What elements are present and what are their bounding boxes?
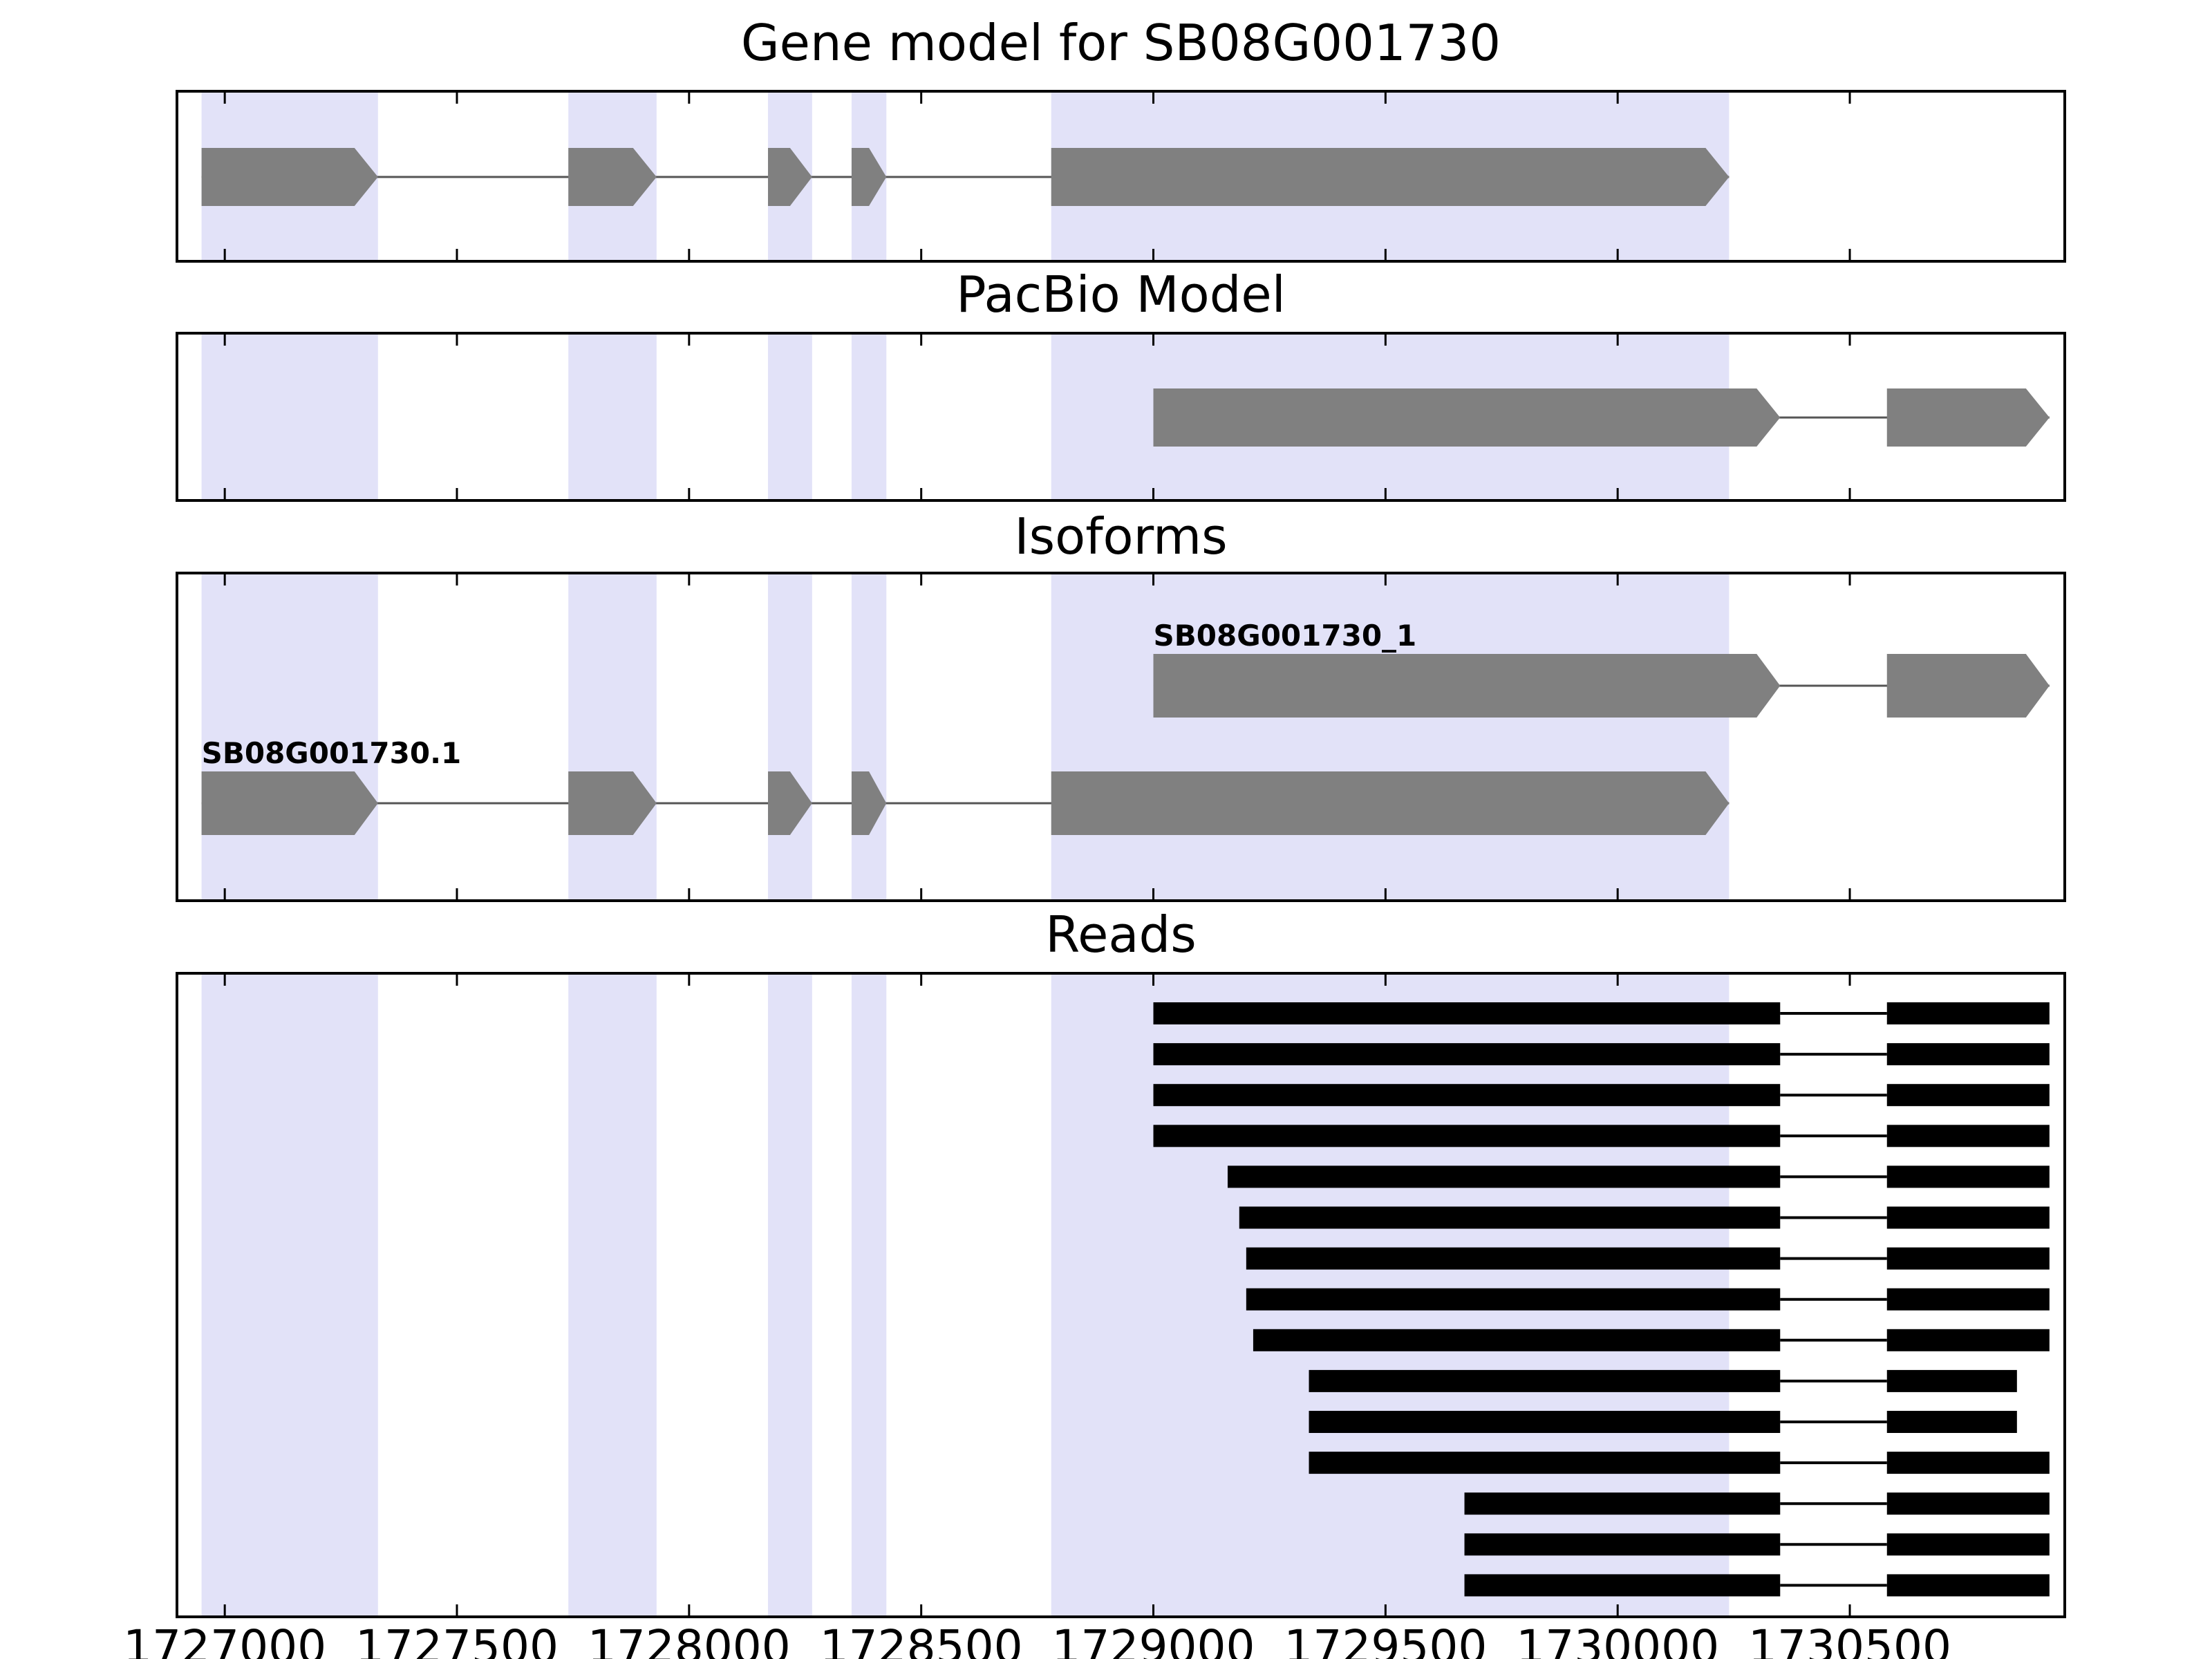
- exon-arrow: [1051, 771, 1730, 835]
- read-block: [1886, 1533, 2050, 1556]
- read-block: [1886, 1574, 2050, 1597]
- x-tick-label: 1727000: [123, 1620, 327, 1659]
- read-block: [1153, 1084, 1781, 1107]
- read-block: [1153, 1043, 1781, 1066]
- exon-highlight-band: [201, 335, 378, 499]
- exon-highlight-band: [201, 975, 378, 1615]
- exon-arrow: [1051, 148, 1730, 206]
- exon-highlight-band: [851, 574, 887, 899]
- x-tick-label: 1727500: [355, 1620, 559, 1659]
- exon-arrow: [568, 148, 657, 206]
- x-tick-label: 1728500: [819, 1620, 1023, 1659]
- exon-arrow: [1153, 388, 1781, 447]
- read-block: [1227, 1165, 1781, 1188]
- exon-arrow: [768, 771, 812, 835]
- read-block: [1886, 1288, 2050, 1311]
- x-tick-label: 1730000: [1516, 1620, 1720, 1659]
- exon-highlight-band: [1051, 574, 1730, 899]
- x-axis-tick-labels: 1727000 1727500 1728000 1728500 1729000 17295…: [0, 1620, 2212, 1659]
- read-block: [1246, 1288, 1781, 1311]
- x-tick-label: 1729500: [1284, 1620, 1488, 1659]
- read-block: [1239, 1206, 1781, 1229]
- read-block: [1886, 1247, 2050, 1270]
- read-block: [1886, 1125, 2050, 1147]
- exon-arrow: [768, 148, 812, 206]
- isoform-label: SB08G001730_1: [1154, 619, 1417, 653]
- read-block: [1464, 1574, 1781, 1597]
- exon-highlight-band: [568, 975, 657, 1615]
- exon-arrow: [1886, 388, 2050, 447]
- reads-plot: [201, 975, 2050, 1615]
- exon-highlight-band: [568, 335, 657, 499]
- panel-title-reads: Reads: [1045, 906, 1197, 964]
- isoform-label: SB08G001730.1: [202, 736, 462, 770]
- read-block: [1246, 1247, 1781, 1270]
- read-block: [1153, 1125, 1781, 1147]
- panel-title-isoforms: Isoforms: [1014, 507, 1228, 565]
- x-tick-label: 1728000: [587, 1620, 791, 1659]
- x-tick-label: 1730500: [1748, 1620, 1951, 1659]
- read-block: [1464, 1533, 1781, 1556]
- exon-arrow: [568, 771, 657, 835]
- exon-highlight-band: [768, 975, 812, 1615]
- exon-arrow: [201, 771, 378, 835]
- exon-highlight-band: [201, 574, 378, 899]
- exon-highlight-band: [851, 335, 887, 499]
- exon-arrow: [1886, 654, 2050, 718]
- read-block: [1886, 1043, 2050, 1066]
- exon-highlight-band: [768, 574, 812, 899]
- read-block: [1153, 1002, 1781, 1024]
- reads-panel: [176, 972, 2066, 1618]
- read-block: [1886, 1206, 2050, 1229]
- read-block: [1886, 1329, 2050, 1351]
- read-block: [1309, 1411, 1781, 1433]
- read-block: [1886, 1452, 2050, 1474]
- read-block: [1886, 1369, 2017, 1392]
- panel-title-pacbio-model: PacBio Model: [956, 265, 1286, 324]
- x-tick-label: 1729000: [1051, 1620, 1255, 1659]
- gene-model-panel: [176, 90, 2066, 263]
- exon-highlight-band: [768, 335, 812, 499]
- exon-arrow: [201, 148, 378, 206]
- read-block: [1886, 1002, 2050, 1024]
- panel-title-gene-model: Gene model for SB08G001730: [740, 14, 1501, 72]
- read-block: [1886, 1084, 2050, 1107]
- read-block: [1886, 1411, 2017, 1433]
- exon-arrow: [851, 771, 887, 835]
- exon-highlight-band: [851, 975, 887, 1615]
- read-block: [1886, 1165, 2050, 1188]
- exon-arrow: [851, 148, 887, 206]
- isoforms-plot: SB08G001730_1 SB08G001730.1: [201, 574, 2050, 899]
- read-block: [1309, 1452, 1781, 1474]
- read-block: [1464, 1492, 1781, 1515]
- isoforms-panel: SB08G001730_1 SB08G001730.1: [176, 572, 2066, 902]
- pacbio-model-plot: [201, 335, 2050, 499]
- read-block: [1253, 1329, 1781, 1351]
- gene-model-plot: [201, 93, 1851, 260]
- exon-highlight-band: [568, 574, 657, 899]
- pacbio-model-panel: [176, 332, 2066, 502]
- exon-arrow: [1153, 654, 1781, 718]
- read-block: [1309, 1369, 1781, 1392]
- read-block: [1886, 1492, 2050, 1515]
